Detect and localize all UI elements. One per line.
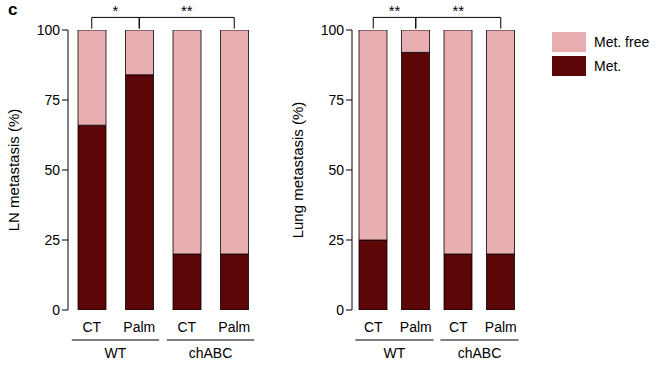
svg-text:75: 75 bbox=[44, 92, 60, 108]
svg-text:25: 25 bbox=[328, 232, 344, 248]
svg-text:WT: WT bbox=[384, 345, 406, 361]
svg-text:chABC: chABC bbox=[458, 345, 502, 361]
svg-text:CT: CT bbox=[364, 319, 383, 335]
html-text:c: c bbox=[8, 0, 18, 19]
svg-text:Palm: Palm bbox=[400, 319, 432, 335]
svg-text:CT: CT bbox=[449, 319, 468, 335]
svg-text:100: 100 bbox=[321, 22, 345, 38]
svg-text:**: ** bbox=[181, 2, 193, 19]
svg-text:*: * bbox=[113, 2, 119, 19]
svg-text:50: 50 bbox=[44, 162, 60, 178]
html-text:Met. free: Met. free bbox=[594, 34, 650, 50]
svg-text:0: 0 bbox=[336, 302, 344, 318]
svg-text:100: 100 bbox=[37, 22, 61, 38]
svg-text:Palm: Palm bbox=[123, 319, 155, 335]
svg-text:chABC: chABC bbox=[189, 345, 233, 361]
svg-text:Palm: Palm bbox=[218, 319, 250, 335]
svg-text:WT: WT bbox=[105, 345, 127, 361]
svg-text:CT: CT bbox=[82, 319, 101, 335]
svg-text:CT: CT bbox=[177, 319, 196, 335]
svg-text:25: 25 bbox=[44, 232, 60, 248]
svg-text:LN metastasis (%): LN metastasis (%) bbox=[8, 109, 22, 232]
svg-text:**: ** bbox=[389, 2, 401, 19]
svg-text:75: 75 bbox=[328, 92, 344, 108]
svg-text:50: 50 bbox=[328, 162, 344, 178]
svg-text:0: 0 bbox=[52, 302, 60, 318]
html-text:Met.: Met. bbox=[594, 58, 622, 74]
svg-text:Lung metastasis (%): Lung metastasis (%) bbox=[290, 102, 306, 239]
svg-text:**: ** bbox=[452, 2, 464, 19]
svg-text:Palm: Palm bbox=[485, 319, 517, 335]
